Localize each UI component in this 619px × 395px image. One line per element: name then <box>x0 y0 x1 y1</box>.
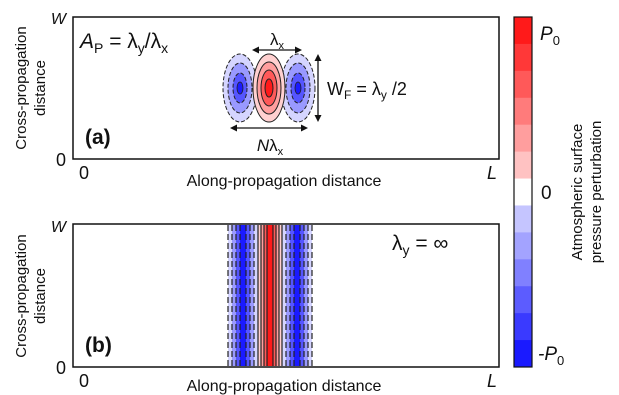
panel-a-label: (a) <box>85 126 111 149</box>
panel-a-xlabel: Along-propagation distance <box>187 173 382 190</box>
panel-b-y-top: W <box>51 219 68 236</box>
panel-b-xlabel: Along-propagation distance <box>187 378 382 395</box>
panel-b: λy = ∞ (b) W 0 0 L Along-propagation dis… <box>13 219 500 395</box>
panel-b-label: (b) <box>85 334 112 357</box>
colorbar-frame <box>513 16 533 368</box>
lambda-y-infinity-label: λy = ∞ <box>392 232 448 258</box>
colorbar-cell <box>514 178 532 206</box>
red-lobe-core <box>264 78 274 98</box>
colorbar-title-1: Atmospheric surface <box>569 124 586 261</box>
colorbar-cell <box>514 286 532 314</box>
colorbar-title-2: pressure perturbation <box>588 121 605 264</box>
panel-b-ylabel-1: Cross-propagation <box>13 234 30 357</box>
colorbar: P0 0 -P0 Atmospheric surface pressure pe… <box>513 16 605 368</box>
colorbar-cell <box>514 151 532 180</box>
panel-a-x-right: L <box>487 163 497 183</box>
colorbar-cell <box>514 17 532 45</box>
colorbar-cell <box>514 259 532 287</box>
panel-b-x-right: L <box>487 371 497 391</box>
colorbar-cell <box>514 205 532 233</box>
colorbar-cells <box>514 17 532 368</box>
n-lambda-x-arrow <box>230 124 308 132</box>
panel-a-y-bottom: 0 <box>56 150 66 170</box>
blue-lobe-left-core <box>236 81 244 95</box>
colorbar-mid-label: 0 <box>541 183 552 204</box>
colorbar-cell <box>514 340 532 368</box>
panel-a-ylabel-1: Cross-propagation <box>13 26 30 149</box>
ap-label: AP = λy/λx <box>78 30 168 56</box>
n-lambda-x-label: Nλx <box>257 136 284 158</box>
wf-label: WF = λy /2 <box>327 79 407 102</box>
panel-b-x-left: 0 <box>79 371 89 391</box>
colorbar-bottom-label: -P0 <box>538 344 564 368</box>
panel-b-ylabel-2: distance <box>32 268 49 324</box>
panel-a: λx Nλx WF = λy /2 AP = λy/λx (a) W 0 0 L… <box>13 11 500 190</box>
wf-arrow <box>314 54 322 122</box>
colorbar-cell <box>514 232 532 260</box>
colorbar-top-label: P0 <box>540 24 560 48</box>
panel-b-bands <box>227 225 313 366</box>
panel-a-ylabel-2: distance <box>32 60 49 116</box>
panel-a-y-top: W <box>51 11 68 28</box>
lambda-x-label: λx <box>270 30 285 52</box>
panel-a-pattern <box>222 53 316 123</box>
colorbar-cell <box>514 70 532 99</box>
colorbar-cell <box>514 97 532 126</box>
lambda-x-arrow <box>252 46 302 54</box>
colorbar-cell <box>514 43 532 72</box>
colorbar-cell <box>514 124 532 153</box>
colorbar-cell <box>514 313 532 341</box>
blue-lobe-right-core <box>294 81 302 95</box>
panel-b-y-bottom: 0 <box>56 358 66 378</box>
panel-a-x-left: 0 <box>79 163 89 183</box>
